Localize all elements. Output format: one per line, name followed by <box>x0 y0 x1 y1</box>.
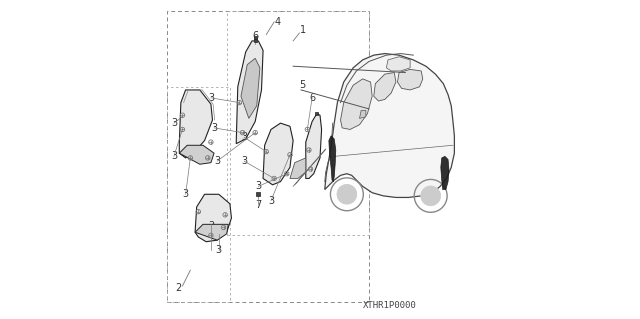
Polygon shape <box>387 57 410 71</box>
Text: XTHR1P0000: XTHR1P0000 <box>363 301 417 310</box>
Text: 4: 4 <box>275 17 280 27</box>
Text: 3: 3 <box>208 221 214 231</box>
Text: 3: 3 <box>182 189 189 199</box>
Text: 3: 3 <box>241 132 247 142</box>
Polygon shape <box>241 58 260 118</box>
Text: 5: 5 <box>300 80 306 90</box>
Polygon shape <box>360 110 366 118</box>
Text: 3: 3 <box>208 93 214 103</box>
Polygon shape <box>263 123 293 185</box>
Circle shape <box>337 184 356 204</box>
Text: 6: 6 <box>309 93 315 103</box>
Text: 2: 2 <box>175 283 182 293</box>
Polygon shape <box>441 156 449 189</box>
Text: 3: 3 <box>241 156 247 166</box>
Text: 3: 3 <box>211 123 217 133</box>
Text: 1: 1 <box>300 25 306 35</box>
Polygon shape <box>374 72 396 101</box>
Polygon shape <box>253 36 257 39</box>
Polygon shape <box>290 158 306 178</box>
Text: 3: 3 <box>214 156 220 166</box>
Polygon shape <box>195 194 232 242</box>
Text: 3: 3 <box>255 182 261 191</box>
Polygon shape <box>340 79 372 130</box>
Text: 3: 3 <box>171 118 177 128</box>
Polygon shape <box>179 145 214 164</box>
Text: 6: 6 <box>252 31 258 41</box>
Text: 7: 7 <box>255 200 262 210</box>
Polygon shape <box>397 69 423 90</box>
Polygon shape <box>316 112 319 115</box>
Polygon shape <box>254 39 257 42</box>
Polygon shape <box>257 192 260 196</box>
Polygon shape <box>306 114 321 178</box>
Circle shape <box>421 186 440 206</box>
Polygon shape <box>195 224 228 240</box>
Text: 3: 3 <box>171 151 177 161</box>
Text: 3: 3 <box>216 245 222 255</box>
Polygon shape <box>329 136 336 182</box>
Polygon shape <box>179 90 212 158</box>
Polygon shape <box>236 41 263 144</box>
Text: 3: 3 <box>268 196 274 206</box>
Polygon shape <box>324 54 454 197</box>
